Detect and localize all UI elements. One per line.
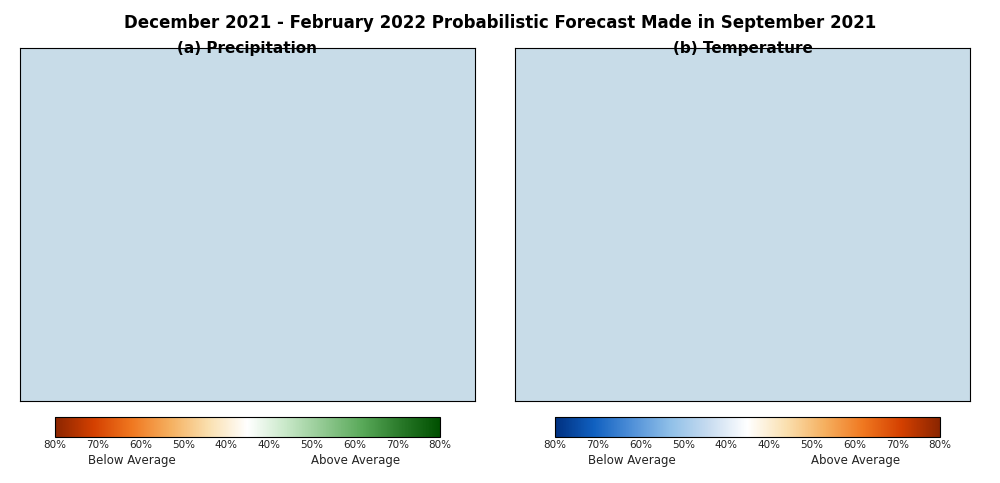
Text: 60%: 60%: [343, 440, 366, 451]
Text: 50%: 50%: [300, 440, 323, 451]
Text: 60%: 60%: [129, 440, 152, 451]
Text: 60%: 60%: [843, 440, 866, 451]
Text: 50%: 50%: [800, 440, 823, 451]
Text: 40%: 40%: [757, 440, 780, 451]
Text: 70%: 70%: [86, 440, 109, 451]
Text: 80%: 80%: [44, 440, 66, 451]
Text: (b) Temperature: (b) Temperature: [673, 41, 813, 56]
Text: December 2021 - February 2022 Probabilistic Forecast Made in September 2021: December 2021 - February 2022 Probabilis…: [124, 14, 876, 32]
Text: 50%: 50%: [172, 440, 195, 451]
Text: 50%: 50%: [672, 440, 695, 451]
Text: 80%: 80%: [929, 440, 952, 451]
Text: 40%: 40%: [215, 440, 238, 451]
Text: 80%: 80%: [544, 440, 566, 451]
Text: 60%: 60%: [629, 440, 652, 451]
Text: 40%: 40%: [715, 440, 738, 451]
Text: (a) Precipitation: (a) Precipitation: [177, 41, 317, 56]
Text: Below Average: Below Average: [588, 454, 676, 467]
Text: 80%: 80%: [428, 440, 452, 451]
Text: 70%: 70%: [586, 440, 609, 451]
Text: 40%: 40%: [257, 440, 280, 451]
Text: Above Average: Above Average: [311, 454, 400, 467]
Text: Above Average: Above Average: [811, 454, 900, 467]
Text: 70%: 70%: [886, 440, 909, 451]
Text: 70%: 70%: [386, 440, 409, 451]
Text: Below Average: Below Average: [88, 454, 176, 467]
